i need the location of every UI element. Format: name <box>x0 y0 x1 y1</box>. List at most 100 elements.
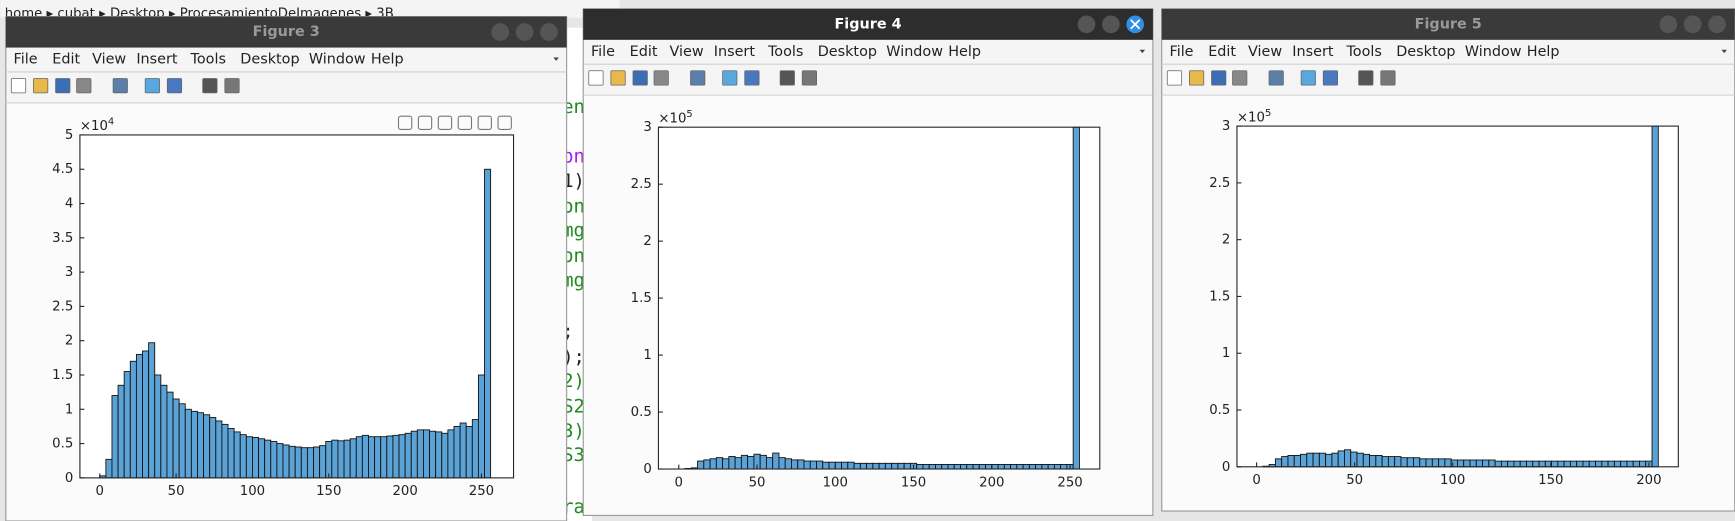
histogram-bar <box>239 434 247 479</box>
menu-item[interactable]: Help <box>948 44 981 60</box>
histogram-bar <box>1035 464 1043 470</box>
toolbar-button[interactable] <box>33 78 49 94</box>
histogram-bar <box>1350 451 1358 468</box>
histogram-bar <box>1557 460 1565 468</box>
y-tick-label: 3 <box>65 265 73 280</box>
toolbar-button[interactable] <box>1232 70 1248 86</box>
menu-item[interactable]: Desktop <box>818 44 877 60</box>
histogram-bar <box>1400 457 1408 468</box>
histogram-bar <box>1431 458 1440 468</box>
toolbar-button[interactable] <box>166 78 183 94</box>
histogram-bar <box>928 464 936 470</box>
toolbar-button[interactable] <box>1211 70 1227 86</box>
breadcrumb-bar <box>0 0 620 18</box>
menu-item[interactable]: View <box>669 44 703 60</box>
code-fragment: mg <box>562 221 585 242</box>
toolbar-button[interactable] <box>1322 70 1339 86</box>
toolbar-button[interactable] <box>55 78 71 94</box>
histogram-bar <box>331 439 339 479</box>
histogram-bar <box>1613 460 1622 468</box>
histogram-bar <box>897 462 905 470</box>
toolbar-button[interactable] <box>202 78 218 94</box>
menu-item[interactable]: Help <box>371 52 404 68</box>
toolbar-button[interactable] <box>744 70 760 86</box>
toolbar-button[interactable] <box>224 78 240 94</box>
histogram-bar <box>791 459 799 470</box>
maximize-button[interactable] <box>1683 15 1702 34</box>
toolbar-button[interactable] <box>1268 70 1284 86</box>
y-tick-label: 1.5 <box>631 291 652 306</box>
axes-toolbar-button[interactable] <box>497 115 512 130</box>
code-fragment: on <box>562 147 585 168</box>
menu-item[interactable]: File <box>1169 44 1193 60</box>
axes-toolbar-button[interactable] <box>457 115 473 130</box>
menu-item[interactable]: Tools <box>190 52 226 68</box>
toolbar-button[interactable] <box>1380 70 1396 86</box>
toolbar-button[interactable] <box>632 70 648 86</box>
toolbar-button[interactable] <box>144 78 160 94</box>
menu-item[interactable]: Desktop <box>240 52 299 68</box>
axes-toolbar-button[interactable] <box>437 115 453 130</box>
histogram-bar <box>1312 452 1320 468</box>
x-tick-label: 0 <box>1252 473 1260 488</box>
histogram-bar <box>1576 460 1584 468</box>
menu-item[interactable]: Insert <box>714 44 756 60</box>
toolbar-button[interactable] <box>112 78 128 94</box>
close-icon <box>1130 19 1141 30</box>
axes-toolbar-button[interactable] <box>397 115 413 130</box>
maximize-button[interactable] <box>515 23 534 41</box>
menu-item[interactable]: Window <box>1465 44 1522 60</box>
menu-item[interactable]: File <box>591 44 615 60</box>
menu-item[interactable]: View <box>1248 44 1282 60</box>
menu-item[interactable]: Edit <box>1208 44 1236 60</box>
toolbar-button[interactable] <box>690 70 706 86</box>
menu-item[interactable]: File <box>14 52 38 68</box>
histogram-bar <box>816 460 824 470</box>
menu-item[interactable]: Help <box>1527 44 1560 60</box>
close-button[interactable] <box>540 23 558 41</box>
histogram-bar <box>368 436 376 479</box>
y-tick-label: 0 <box>65 471 73 486</box>
histogram-bar <box>1394 456 1402 468</box>
menu-item[interactable]: Edit <box>630 44 658 60</box>
menu-item[interactable]: Insert <box>1292 44 1334 60</box>
toolbar-button[interactable] <box>653 70 669 86</box>
x-tick-label: 100 <box>1440 473 1465 488</box>
menu-item[interactable]: Window <box>309 52 366 68</box>
axes-toolbar-button[interactable] <box>417 115 433 130</box>
menu-item[interactable]: Tools <box>1345 44 1381 60</box>
minimize-button[interactable] <box>1077 15 1096 34</box>
menu-item[interactable]: Desktop <box>1396 44 1455 60</box>
menu-item[interactable]: View <box>92 52 126 68</box>
minimize-button[interactable] <box>491 23 510 41</box>
histogram-bar <box>435 431 443 479</box>
histogram-bar <box>1281 456 1289 468</box>
toolbar-button[interactable] <box>1166 70 1183 86</box>
menu-item[interactable]: Window <box>886 44 943 60</box>
toolbar-button[interactable] <box>779 70 795 86</box>
axes-toolbar-button[interactable] <box>477 115 492 130</box>
toolbar-button[interactable] <box>1189 70 1205 86</box>
code-fragment: on <box>562 246 585 267</box>
toolbar-button[interactable] <box>76 78 92 94</box>
histogram-bar <box>1325 453 1333 468</box>
toolbar-button[interactable] <box>722 70 738 86</box>
menu-item[interactable]: Edit <box>52 52 80 68</box>
histogram-bar <box>117 384 125 479</box>
toolbar-button[interactable] <box>588 70 604 86</box>
toolbar-button[interactable] <box>10 78 27 94</box>
histogram-bar <box>190 410 198 479</box>
toolbar-button[interactable] <box>610 70 626 86</box>
histogram-bar <box>884 462 893 470</box>
y-tick-label: 3 <box>1222 119 1230 134</box>
toolbar-button[interactable] <box>1358 70 1374 86</box>
histogram-bar <box>1450 459 1458 468</box>
minimize-button[interactable] <box>1659 15 1678 34</box>
menu-item[interactable]: Insert <box>136 52 178 68</box>
close-button[interactable] <box>1708 15 1726 34</box>
maximize-button[interactable] <box>1102 15 1120 34</box>
toolbar-button[interactable] <box>801 70 818 86</box>
menu-item[interactable]: Tools <box>767 44 803 60</box>
toolbar-button[interactable] <box>1300 70 1316 86</box>
histogram-bar <box>916 464 924 470</box>
